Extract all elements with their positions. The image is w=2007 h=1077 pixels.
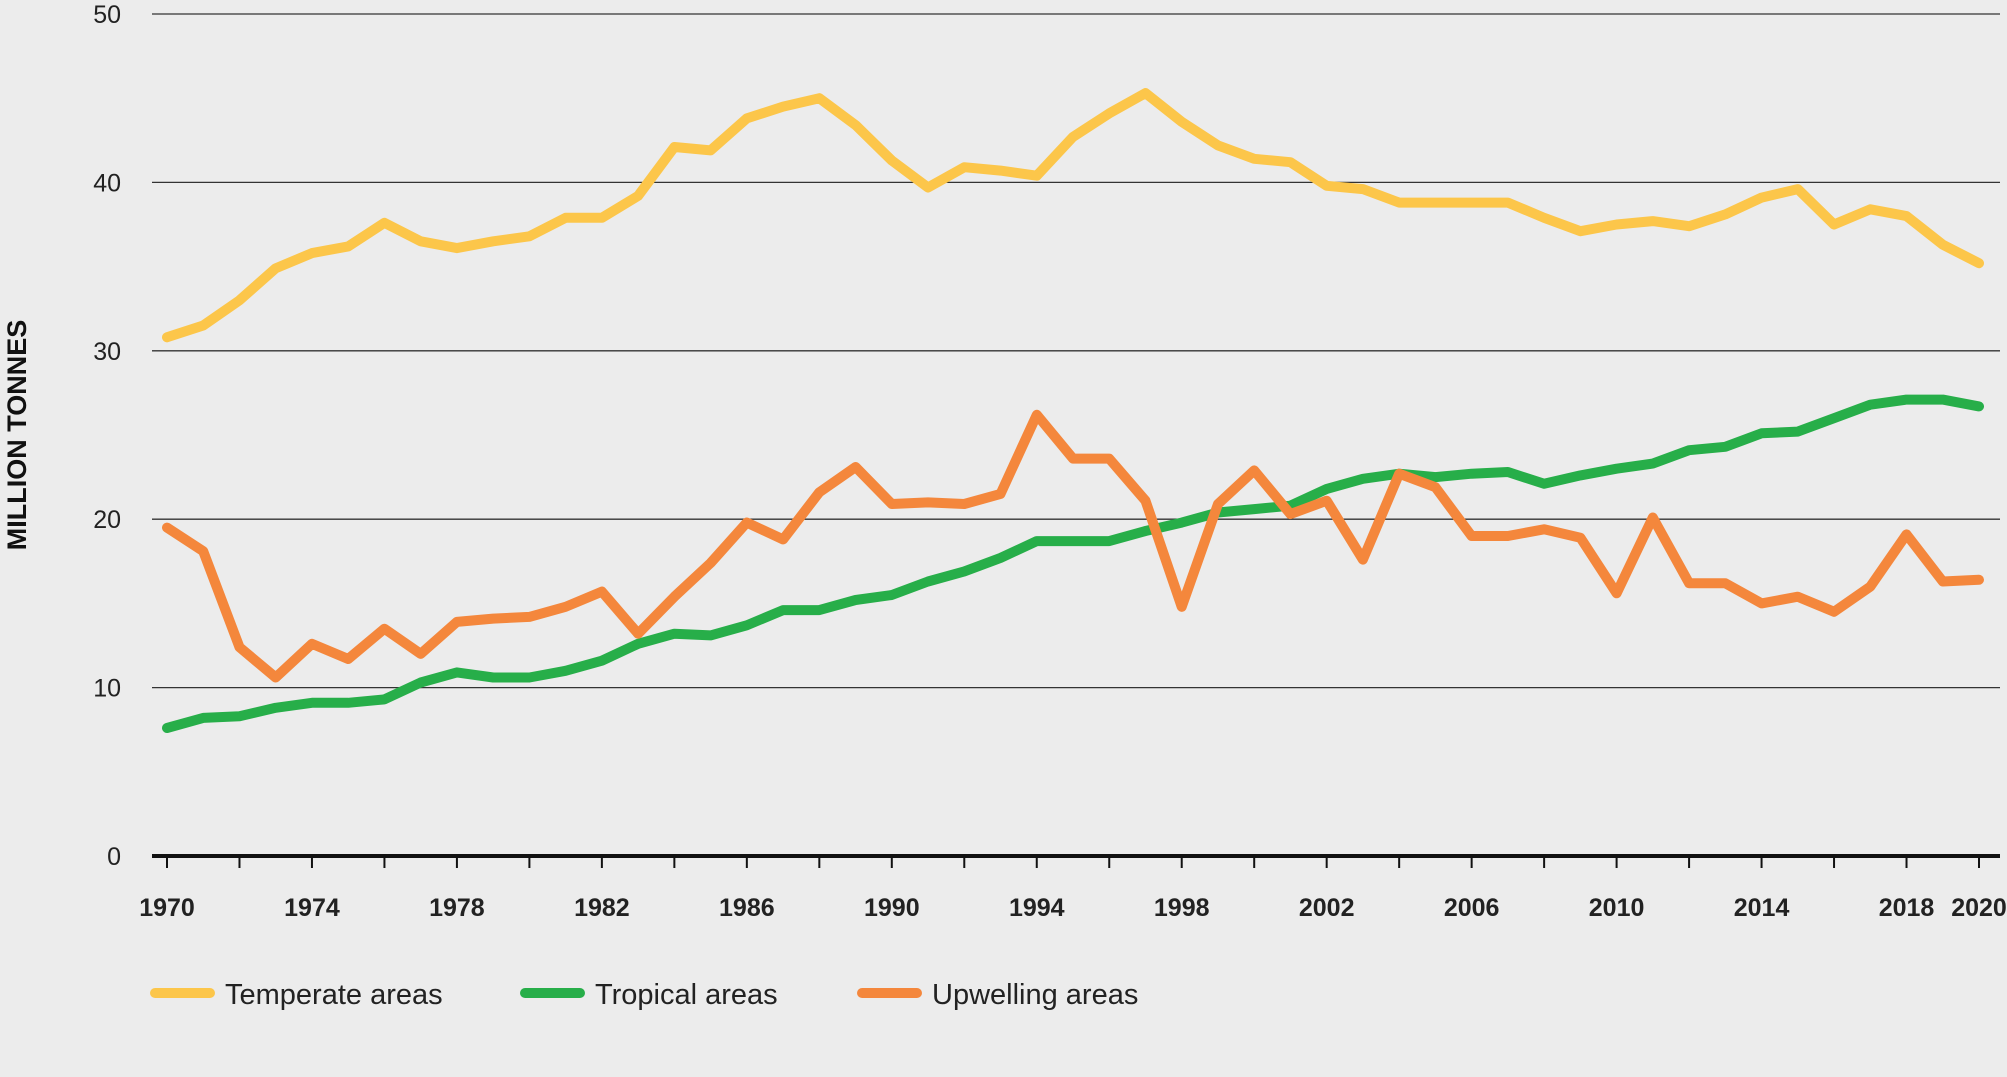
x-tick-label-1970: 1970 (139, 894, 195, 922)
y-tick-label-20: 20 (93, 506, 121, 534)
grid-lines (152, 13, 2000, 689)
x-tick-label-1994: 1994 (1009, 894, 1065, 922)
legend-label-tropical-areas: Tropical areas (595, 979, 778, 1011)
y-tick-label-10: 10 (93, 675, 121, 703)
y-axis-tick-labels: 0 10 20 30 40 50 (93, 1, 121, 871)
legend-label-temperate-areas: Temperate areas (225, 979, 443, 1011)
x-tick-label-1998: 1998 (1154, 894, 1210, 922)
x-tick-label-1990: 1990 (864, 894, 920, 922)
series-line-tropical-areas (162, 394, 1984, 733)
x-tick-label-2002: 2002 (1299, 894, 1355, 922)
series-line-upwelling-areas (162, 409, 1984, 683)
x-tick-label-1974: 1974 (284, 894, 340, 922)
y-tick-label-30: 30 (93, 338, 121, 366)
y-axis-title: MILLION TONNES (2, 320, 32, 551)
series-line-temperate-areas (162, 88, 1984, 343)
legend-label-upwelling-areas: Upwelling areas (932, 979, 1138, 1011)
x-axis-ticks: 1970 1974 1978 1982 1986 1990 1994 1998 2002 2006… (139, 856, 2007, 922)
legend: Temperate areas Tropical areas Upwelling a… (150, 979, 1138, 1011)
y-tick-label-40: 40 (93, 169, 121, 197)
x-tick-label-2006: 2006 (1444, 894, 1500, 922)
x-tick-label-1978: 1978 (429, 894, 485, 922)
x-tick-label-1986: 1986 (719, 894, 775, 922)
x-tick-label-2010: 2010 (1589, 894, 1645, 922)
x-tick-label-2014: 2014 (1734, 894, 1790, 922)
y-tick-label-0: 0 (107, 843, 121, 871)
x-tick-label-1982: 1982 (574, 894, 630, 922)
x-tick-label-2020: 2020 (1951, 894, 2007, 922)
series-lines (162, 88, 1984, 733)
y-tick-label-50: 50 (93, 1, 121, 29)
x-tick-label-2018: 2018 (1879, 894, 1935, 922)
